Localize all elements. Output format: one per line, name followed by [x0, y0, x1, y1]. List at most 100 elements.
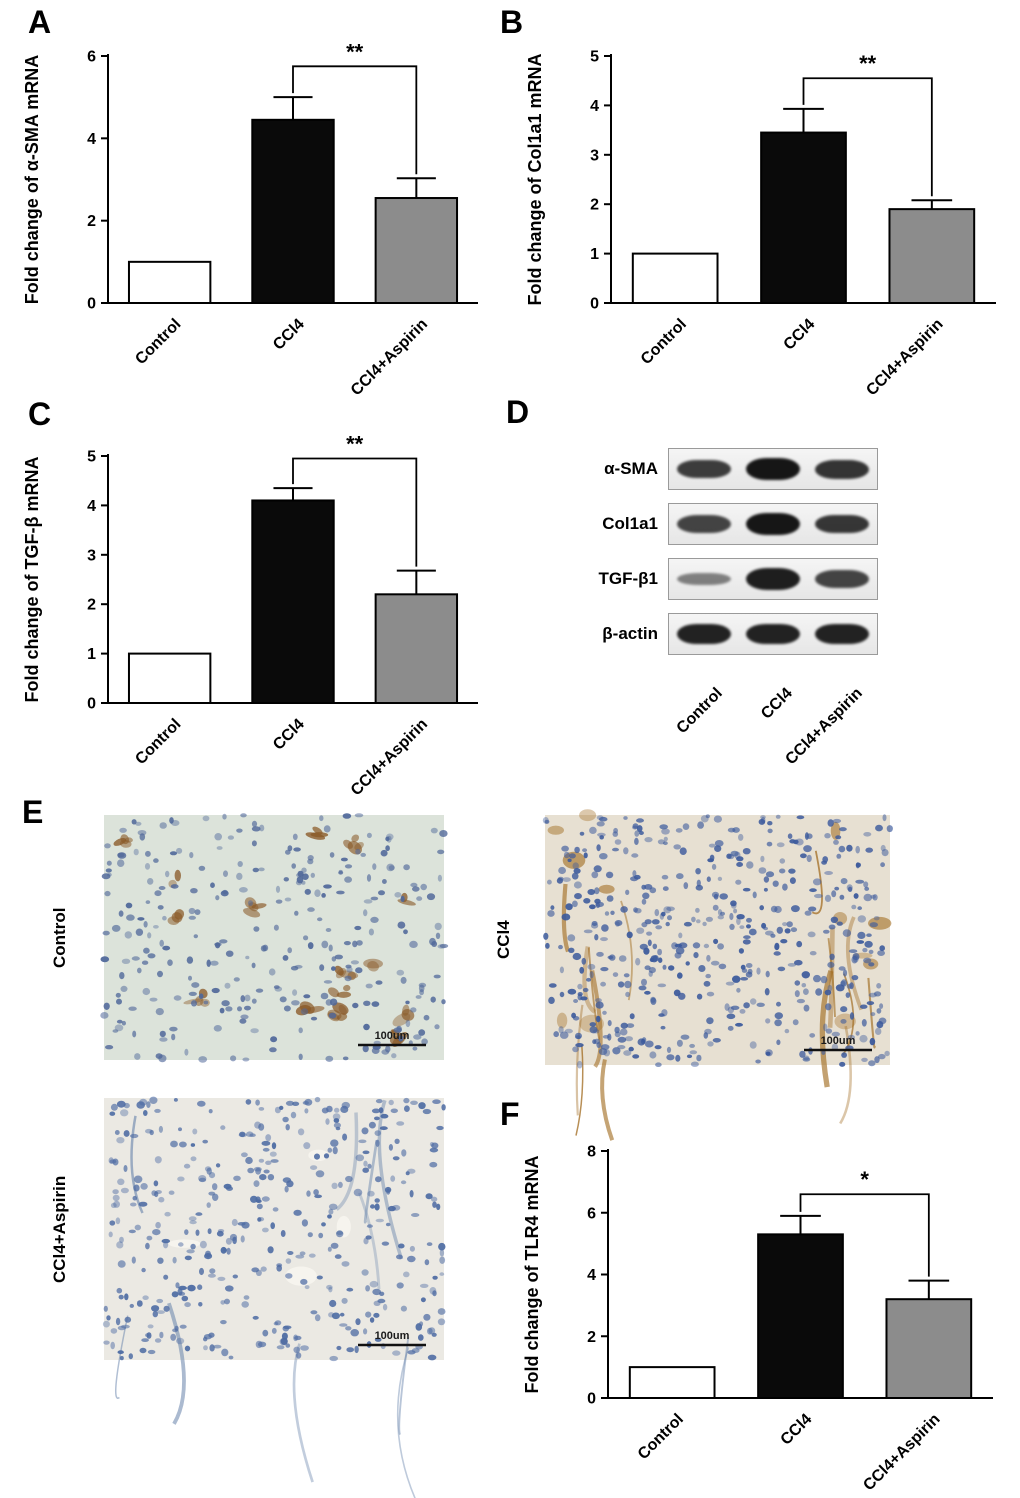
- histology-label-ccl4-aspirin: CCl4+Aspirin: [50, 1175, 69, 1283]
- histology-label-control: Control: [50, 907, 69, 968]
- category-labels: Control CCl4 CCl4+Aspirin: [132, 716, 431, 799]
- bar-chart-col1a1: 0 1 2 3 4 5 Control CCl4 CCl4+Aspirin ** Fold chan…: [525, 49, 996, 399]
- stain-features: [547, 809, 892, 1141]
- y-tick-label: 2: [87, 597, 96, 614]
- protein-band: [745, 513, 800, 535]
- protein-band: [815, 514, 870, 534]
- bar-ccl4-aspirin: [885, 1298, 973, 1399]
- protein-band: [676, 573, 731, 585]
- y-tick-label: 4: [590, 98, 599, 115]
- significance-stars: **: [346, 431, 364, 456]
- panel-letter-c: C: [28, 396, 52, 432]
- scale-bar-group: 100um: [358, 1030, 426, 1047]
- protein-band: [745, 568, 800, 590]
- bars: [127, 487, 459, 705]
- protein-band: [815, 570, 870, 588]
- histology-image-ccl4-aspirin: 100um: [102, 1096, 446, 1498]
- x-category-label: Control: [635, 1411, 687, 1463]
- bar-ccl4-aspirin: [888, 208, 976, 304]
- y-tick-label: 3: [590, 147, 599, 164]
- tissue-background: [104, 815, 444, 1060]
- significance-bracket: *: [799, 1167, 930, 1277]
- x-category-label: CCl4: [781, 316, 819, 354]
- x-category-label: Control: [132, 716, 184, 768]
- x-category-label: CCl4+Aspirin: [348, 716, 431, 799]
- histology-label-ccl4: CCl4: [494, 920, 513, 960]
- y-tick-label: 5: [87, 449, 96, 466]
- y-axis-title: Fold change of TLR4 mRNA: [522, 1156, 542, 1394]
- bar-ccl4-aspirin: [374, 593, 459, 705]
- protein-band: [676, 623, 731, 645]
- y-tick-label: 0: [587, 1391, 596, 1408]
- x-category-label: CCl4: [270, 716, 308, 754]
- scale-bar-label: 100um: [375, 1030, 410, 1042]
- protein-band: [815, 623, 870, 645]
- significance-stars: *: [860, 1167, 869, 1192]
- bar-ccl4-aspirin: [374, 197, 459, 304]
- western-blot: α-SMA Col1a1 TGF-β1 β-actin Control CCl4 CCl4…: [548, 448, 958, 788]
- y-tick-label: 4: [87, 498, 96, 515]
- y-tick-label: 8: [587, 1144, 596, 1161]
- significance-bracket: **: [292, 39, 418, 175]
- panel-letter-b: B: [500, 4, 524, 40]
- category-labels: Control CCl4 CCl4+Aspirin: [132, 316, 431, 399]
- panel-letter-f: F: [500, 1096, 520, 1132]
- blot-lane-box: [668, 558, 878, 600]
- bar-chart-alpha-sma: 0 2 4 6 Control CCl4 CCl4+Aspirin ** Fold change…: [22, 39, 478, 399]
- cell-nuclei: [102, 1096, 446, 1362]
- blot-lane-box: [668, 448, 878, 490]
- significance-bracket: **: [802, 51, 933, 197]
- protein-band: [676, 515, 731, 533]
- y-tick-label: 2: [590, 197, 599, 214]
- y-tick-label: 3: [87, 547, 96, 564]
- blot-protein-label: α-SMA: [604, 459, 658, 478]
- bars: [628, 1214, 973, 1399]
- bar-chart-tlr4: 0 2 4 6 8 Control CCl4 CCl4+Aspirin * Fold change…: [522, 1144, 993, 1494]
- cell-nuclei: [100, 813, 449, 1063]
- x-category-label: CCl4: [778, 1411, 816, 1449]
- y-axis-title: Fold change of α-SMA mRNA: [22, 55, 42, 304]
- y-tick-label: 0: [87, 296, 96, 313]
- protein-band: [676, 459, 731, 479]
- category-labels: Control CCl4 CCl4+Aspirin: [638, 316, 947, 399]
- y-tick-label: 6: [587, 1205, 596, 1222]
- bar-ccl4: [251, 118, 335, 304]
- x-category-label: CCl4+Aspirin: [863, 316, 946, 399]
- x-category-label: CCl4+Aspirin: [348, 316, 431, 399]
- blot-lane-box: [668, 613, 878, 655]
- y-tick-label: 2: [587, 1329, 596, 1346]
- x-category-label: CCl4: [270, 316, 308, 354]
- y-tick-label: 0: [590, 296, 599, 313]
- blot-protein-label: Col1a1: [602, 514, 658, 533]
- bar-control: [631, 252, 719, 305]
- y-tick-label: 5: [590, 49, 599, 66]
- blot-row-1: Col1a1: [548, 503, 958, 545]
- scale-bar-label: 100um: [375, 1330, 410, 1342]
- scale-bar-group: 100um: [804, 1035, 872, 1052]
- x-category-label: CCl4+Aspirin: [860, 1411, 943, 1494]
- scale-bar-group: 100um: [358, 1330, 426, 1347]
- scale-bar-label: 100um: [821, 1035, 856, 1047]
- cell-nuclei: [542, 814, 893, 1069]
- significance-stars: **: [859, 51, 877, 76]
- blot-row-2: TGF-β1: [548, 558, 958, 600]
- y-tick-label: 4: [87, 131, 96, 148]
- panel-letter-e: E: [22, 794, 44, 830]
- y-tick-label: 1: [87, 646, 96, 663]
- y-tick-label: 1: [590, 246, 599, 263]
- bars: [127, 96, 459, 304]
- y-axis-title: Fold change of TGF-β mRNA: [22, 457, 42, 703]
- x-category-label: Control: [132, 316, 184, 368]
- x-category-label: Control: [638, 316, 690, 368]
- bar-ccl4: [757, 1233, 844, 1399]
- bar-chart-tgf-beta: 0 1 2 3 4 5 Control CCl4 CCl4+Aspirin ** Fold chan…: [22, 431, 478, 799]
- bar-control: [628, 1366, 716, 1399]
- bar-control: [127, 260, 212, 304]
- bar-ccl4: [760, 131, 847, 304]
- protein-band: [815, 459, 870, 479]
- y-tick-label: 4: [587, 1267, 596, 1284]
- bars: [631, 107, 976, 305]
- blot-lane-box: [668, 503, 878, 545]
